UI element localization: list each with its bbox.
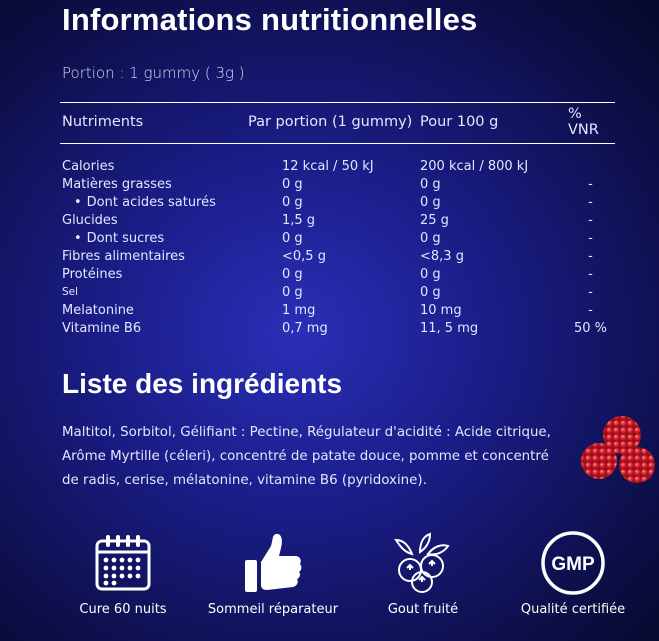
nutrition-table: Nutriments Par portion (1 gummy) Pour 10… [60, 102, 615, 338]
row-vnr: - [588, 213, 593, 228]
row-per-100g: 0 g [420, 195, 441, 210]
row-per-100g: 10 mg [420, 303, 462, 318]
row-per-portion: 0 g [282, 285, 303, 300]
row-vnr: - [588, 303, 593, 318]
ingredients-text: Maltitol, Sorbitol, Gélifiant : Pectine,… [62, 425, 551, 488]
table-row: Protéines 0 g 0 g - [60, 266, 615, 284]
row-vnr: - [588, 231, 593, 246]
table-row: • Dont acides saturés 0 g 0 g - [60, 194, 615, 212]
row-per-portion: 0 g [282, 231, 303, 246]
row-per-100g: 0 g [420, 285, 441, 300]
gmp-badge-text: GMP [551, 554, 595, 575]
bullet-icon: • [74, 231, 82, 246]
features-row: Cure 60 nuits Sommeil réparateur [58, 528, 638, 617]
row-per-portion: <0,5 g [282, 249, 326, 264]
row-name: Fibres alimentaires [62, 249, 185, 264]
header-vnr: % VNR [566, 102, 615, 144]
row-per-portion: 1,5 g [282, 213, 316, 228]
row-vnr [566, 144, 615, 176]
calendar-icon [94, 528, 152, 598]
feature-cure: Cure 60 nuits [58, 528, 188, 617]
row-per-portion: 0 g [282, 195, 303, 210]
row-per-portion: 12 kcal / 50 kJ [282, 159, 374, 175]
row-name-sub: • Dont sucres [60, 230, 246, 248]
bullet-icon: • [74, 195, 82, 210]
feature-sommeil: Sommeil réparateur [208, 528, 338, 617]
row-vnr: - [588, 267, 593, 282]
row-vnr: - [588, 177, 593, 192]
feature-gout: Gout fruité [358, 528, 488, 617]
row-name: Sel [62, 286, 79, 298]
row-vnr: - [588, 249, 593, 264]
table-header-row: Nutriments Par portion (1 gummy) Pour 10… [60, 102, 615, 144]
row-per-100g: 200 kcal / 800 kJ [420, 159, 529, 175]
table-row: Vitamine B6 0,7 mg 11, 5 mg 50 % [60, 320, 615, 338]
row-name: Matières grasses [62, 177, 172, 192]
row-per-100g: 11, 5 mg [420, 321, 479, 336]
gmp-badge-icon: GMP [540, 528, 606, 598]
raspberries-icon [578, 413, 658, 489]
row-name: Calories [62, 159, 115, 175]
feature-label: Qualité certifiée [520, 602, 626, 617]
table-row: Sel 0 g 0 g - [60, 284, 615, 302]
row-per-portion: 0 g [282, 177, 303, 192]
row-per-100g: 0 g [420, 267, 441, 282]
row-per-100g: <8,3 g [420, 249, 464, 264]
row-name: Protéines [62, 267, 123, 282]
blueberries-icon [390, 528, 456, 598]
table-row: Matières grasses 0 g 0 g - [60, 176, 615, 194]
header-nutriments: Nutriments [60, 102, 246, 144]
row-name: Dont acides saturés [86, 195, 216, 210]
row-per-100g: 25 g [420, 213, 449, 228]
table-row: • Dont sucres 0 g 0 g - [60, 230, 615, 248]
row-name-sub: • Dont acides saturés [60, 194, 246, 212]
row-name: Vitamine B6 [62, 321, 142, 336]
row-per-100g: 0 g [420, 177, 441, 192]
row-name: Glucides [62, 213, 118, 228]
page-title: Informations nutritionnelles [62, 2, 478, 37]
row-name: Melatonine [62, 303, 134, 318]
ingredients-title: Liste des ingrédients [62, 368, 343, 399]
row-vnr: 50 % [573, 321, 608, 336]
table-row: Fibres alimentaires <0,5 g <8,3 g - [60, 248, 615, 266]
row-per-100g: 0 g [420, 231, 441, 246]
row-name: Dont sucres [86, 231, 165, 246]
row-vnr: - [588, 195, 593, 210]
feature-qualite: GMP Qualité certifiée [508, 528, 638, 617]
row-per-portion: 0 g [282, 267, 303, 282]
header-per-portion: Par portion (1 gummy) [246, 102, 418, 144]
table-row: Melatonine 1 mg 10 mg - [60, 302, 615, 320]
feature-label: Cure 60 nuits [79, 602, 167, 617]
table-row: Calories 12 kcal / 50 kJ 200 kcal / 800 … [60, 144, 615, 176]
feature-label: Gout fruité [387, 602, 459, 617]
thumbs-up-icon [243, 528, 303, 598]
portion-size: Portion : 1 gummy ( 3g ) [62, 64, 245, 82]
table-row: Glucides 1,5 g 25 g - [60, 212, 615, 230]
header-per-100g: Pour 100 g [418, 102, 566, 144]
row-vnr: - [588, 285, 593, 300]
feature-label: Sommeil réparateur [207, 602, 339, 617]
row-per-portion: 0,7 mg [282, 321, 328, 336]
row-per-portion: 1 mg [282, 303, 316, 318]
